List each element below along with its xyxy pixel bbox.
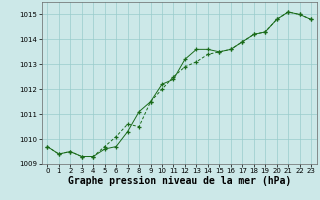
X-axis label: Graphe pression niveau de la mer (hPa): Graphe pression niveau de la mer (hPa) — [68, 176, 291, 186]
